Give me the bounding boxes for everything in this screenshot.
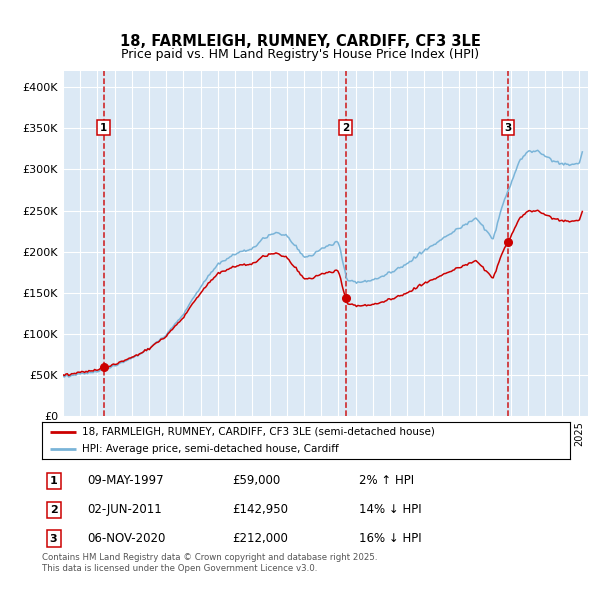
Text: 2: 2	[342, 123, 349, 133]
Text: 18, FARMLEIGH, RUMNEY, CARDIFF, CF3 3LE (semi-detached house): 18, FARMLEIGH, RUMNEY, CARDIFF, CF3 3LE …	[82, 427, 434, 437]
Text: £212,000: £212,000	[232, 532, 288, 545]
Text: Price paid vs. HM Land Registry's House Price Index (HPI): Price paid vs. HM Land Registry's House …	[121, 48, 479, 61]
Text: 06-NOV-2020: 06-NOV-2020	[87, 532, 165, 545]
Text: Contains HM Land Registry data © Crown copyright and database right 2025.
This d: Contains HM Land Registry data © Crown c…	[42, 553, 377, 573]
Text: 14% ↓ HPI: 14% ↓ HPI	[359, 503, 421, 516]
Text: 02-JUN-2011: 02-JUN-2011	[87, 503, 161, 516]
Text: 16% ↓ HPI: 16% ↓ HPI	[359, 532, 421, 545]
Text: 1: 1	[50, 476, 58, 486]
Text: 2% ↑ HPI: 2% ↑ HPI	[359, 474, 414, 487]
Text: 1: 1	[100, 123, 107, 133]
Text: £142,950: £142,950	[232, 503, 288, 516]
Text: HPI: Average price, semi-detached house, Cardiff: HPI: Average price, semi-detached house,…	[82, 444, 338, 454]
Text: 3: 3	[50, 533, 58, 543]
Text: 18, FARMLEIGH, RUMNEY, CARDIFF, CF3 3LE: 18, FARMLEIGH, RUMNEY, CARDIFF, CF3 3LE	[119, 34, 481, 49]
Text: 2: 2	[50, 504, 58, 514]
Text: 3: 3	[505, 123, 512, 133]
Text: 09-MAY-1997: 09-MAY-1997	[87, 474, 164, 487]
Text: £59,000: £59,000	[232, 474, 280, 487]
